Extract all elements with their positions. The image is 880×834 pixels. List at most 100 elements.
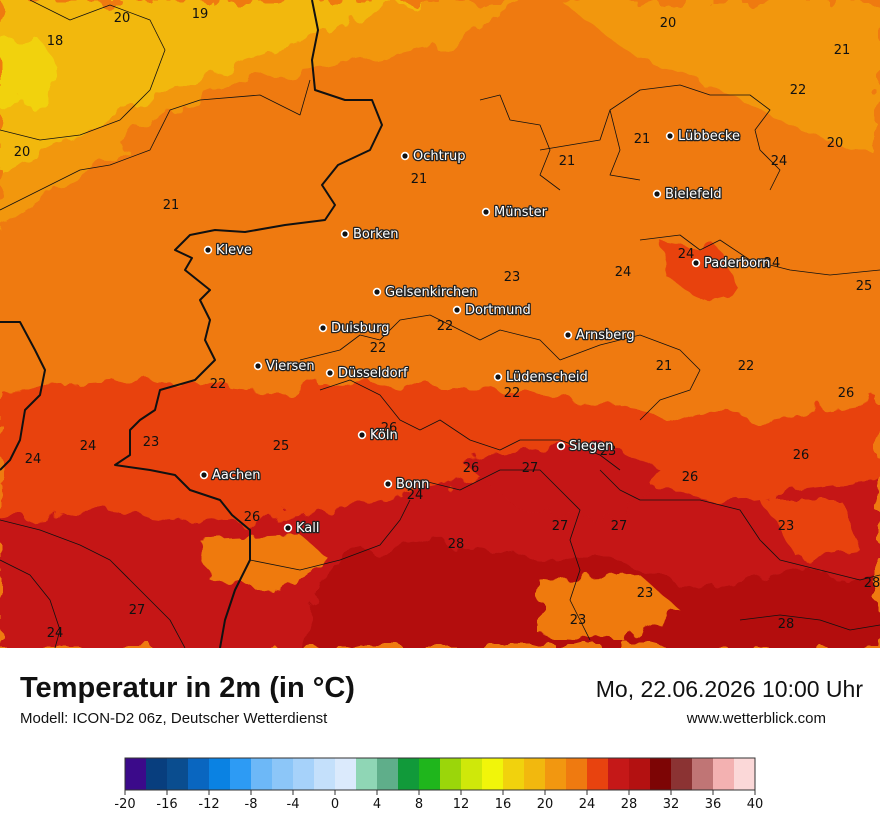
city-label: Ochtrup	[413, 149, 466, 164]
city-label: Bielefeld	[665, 187, 722, 202]
city-dot	[253, 361, 263, 371]
temperature-value: 27	[552, 519, 569, 534]
legend-tick-label: 32	[663, 797, 680, 812]
legend-swatch	[125, 758, 147, 790]
temperature-value: 22	[370, 341, 387, 356]
city-marker: Paderborn	[691, 255, 772, 272]
temperature-value: 22	[504, 386, 521, 401]
legend-swatch	[335, 758, 357, 790]
temp-field-24-paderborn	[660, 240, 740, 300]
city-label: Köln	[370, 428, 398, 443]
map-footer: Temperatur in 2m (in °C) Modell: ICON-D2…	[0, 648, 880, 830]
city-label: Viersen	[266, 359, 315, 374]
legend-swatch	[482, 758, 504, 790]
city-markers: Lübbecke Ochtrup Bielefeld Münster Borken Kle…	[199, 128, 772, 537]
legend-tick-label: 4	[373, 797, 381, 812]
legend-swatch	[650, 758, 672, 790]
city-marker: Bielefeld	[652, 186, 723, 203]
temp-field-20-ne	[560, 0, 880, 160]
city-dot	[340, 229, 350, 239]
legend-tick-label: 40	[747, 797, 764, 812]
legend-swatch	[230, 758, 252, 790]
legend-border	[124, 757, 756, 791]
website-link[interactable]: www.wetterblick.com	[686, 710, 826, 727]
temperature-value: 23	[600, 444, 617, 459]
temperature-value: 28	[864, 576, 880, 591]
city-label: Aachen	[212, 468, 260, 483]
legend-tick-label: 36	[705, 797, 722, 812]
map-title: Temperatur in 2m (in °C)	[20, 672, 355, 704]
legend-swatch	[692, 758, 714, 790]
city-marker: Münster	[481, 204, 549, 221]
city-dot	[556, 441, 566, 451]
city-dot	[452, 305, 462, 315]
legend-swatch	[524, 758, 546, 790]
temperature-value: 20	[660, 16, 677, 31]
temperature-value: 20	[827, 136, 844, 151]
temperature-value: 21	[559, 154, 576, 169]
legend-scale: -20 -16 -12 -8 -4 0 4 8 12 16 20 24 28 32 36 40	[114, 757, 764, 812]
temperature-value: 28	[448, 537, 465, 552]
temperature-value: 21	[163, 198, 180, 213]
city-marker: Lübbecke	[665, 128, 741, 145]
city-dot	[563, 330, 573, 340]
temperature-value: 23	[570, 613, 587, 628]
temperature-value: 21	[656, 359, 673, 374]
temperature-map: 20 19 20 21 18 22 21 20 20 21 24 21 21 24 24 23 24 25 22 22…	[0, 0, 880, 648]
city-marker: Kall	[283, 520, 321, 537]
legend-swatch	[608, 758, 630, 790]
temperature-value: 27	[522, 461, 539, 476]
city-label: Dortmund	[465, 303, 531, 318]
city-dot	[691, 258, 701, 268]
legend-swatch	[566, 758, 588, 790]
legend-tick-label: 24	[579, 797, 596, 812]
city-label: Lüdenscheid	[506, 370, 588, 385]
legend-swatch	[209, 758, 231, 790]
legend-tick-label: 16	[495, 797, 512, 812]
legend-swatch	[713, 758, 735, 790]
legend-tick-label: -12	[198, 797, 219, 812]
temperature-value: 23	[637, 586, 654, 601]
city-marker: Borken	[340, 226, 400, 243]
color-legend: -20 -16 -12 -8 -4 0 4 8 12 16 20 24 28 32 36 40	[0, 748, 880, 830]
temperature-value: 27	[129, 603, 146, 618]
legend-tick-label: 12	[453, 797, 470, 812]
legend-swatch	[356, 758, 378, 790]
city-dot	[665, 131, 675, 141]
city-dot	[283, 523, 293, 533]
city-marker: Düsseldorf	[325, 365, 409, 382]
city-label: Borken	[353, 227, 399, 242]
city-marker: Duisburg	[318, 320, 391, 337]
temperature-labels: 20 19 20 21 18 22 21 20 20 21 24 21 21 24 24 23 24 25 22 22…	[14, 7, 880, 641]
city-marker: Lüdenscheid	[493, 369, 589, 386]
city-label: Paderborn	[704, 256, 770, 271]
temperature-value: 24	[764, 256, 781, 271]
city-dot	[203, 245, 213, 255]
city-dot	[493, 372, 503, 382]
temperature-value: 28	[778, 617, 795, 632]
temperature-value: 21	[634, 132, 651, 147]
temperature-value: 22	[790, 83, 807, 98]
temperature-value: 24	[25, 452, 42, 467]
temperature-value: 22	[437, 319, 454, 334]
temperature-value: 21	[834, 43, 851, 58]
temperature-value: 24	[615, 265, 632, 280]
temperature-value: 19	[192, 7, 209, 22]
temperature-value: 22	[738, 359, 755, 374]
temp-field-26-siegen	[460, 440, 660, 520]
temp-field-18	[0, 40, 60, 110]
temperature-value: 20	[114, 11, 131, 26]
city-label: Arnsberg	[576, 328, 635, 343]
city-dot	[383, 479, 393, 489]
city-marker: Dortmund	[452, 302, 532, 319]
temperature-value: 26	[838, 386, 855, 401]
temp-field-19	[0, 0, 420, 170]
temperature-value: 26	[463, 461, 480, 476]
legend-swatch	[587, 758, 609, 790]
legend-swatch	[314, 758, 336, 790]
district-borders	[0, 0, 880, 648]
legend-tick-label: -8	[245, 797, 258, 812]
legend-tick-label: -20	[114, 797, 135, 812]
temperature-value: 26	[682, 470, 699, 485]
temperature-value: 18	[47, 34, 64, 49]
